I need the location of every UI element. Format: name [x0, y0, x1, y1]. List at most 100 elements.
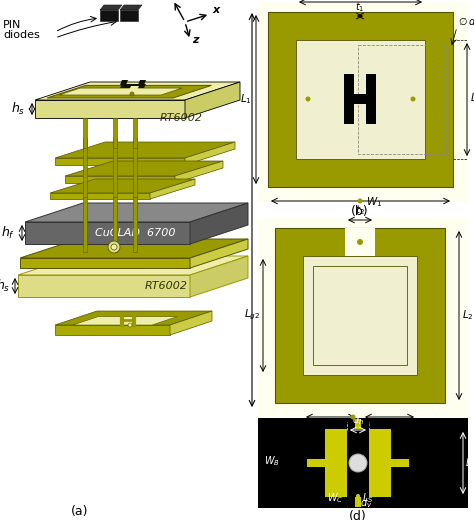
Bar — [83, 118, 87, 148]
Polygon shape — [55, 325, 170, 335]
Polygon shape — [50, 179, 195, 193]
Bar — [133, 138, 137, 198]
Polygon shape — [55, 142, 235, 158]
Text: $W_{g2}$: $W_{g2}$ — [308, 420, 328, 434]
Text: $W_1$: $W_1$ — [366, 195, 382, 209]
Text: $L_2$: $L_2$ — [462, 308, 474, 322]
Text: (c): (c) — [352, 423, 368, 436]
Bar — [258, 2, 468, 202]
Bar — [303, 256, 417, 375]
Circle shape — [349, 454, 367, 472]
Polygon shape — [59, 88, 182, 95]
Circle shape — [130, 92, 134, 96]
Circle shape — [128, 323, 132, 327]
Polygon shape — [20, 258, 190, 268]
Bar — [113, 118, 117, 148]
Text: x: x — [212, 5, 219, 15]
Bar — [344, 74, 354, 124]
Bar — [366, 74, 376, 124]
Text: $L_{g1}$: $L_{g1}$ — [470, 92, 474, 106]
Polygon shape — [138, 80, 146, 85]
Bar — [83, 197, 87, 252]
Polygon shape — [35, 82, 240, 100]
Polygon shape — [120, 5, 142, 10]
Text: $d_v$: $d_v$ — [360, 496, 372, 510]
Bar — [100, 10, 118, 21]
Text: $p$: $p$ — [235, 203, 244, 217]
Polygon shape — [175, 161, 223, 183]
Bar — [120, 10, 138, 21]
Circle shape — [111, 244, 117, 250]
Bar — [325, 429, 347, 497]
Text: PIN: PIN — [3, 20, 21, 30]
Text: CuCLAD  6700: CuCLAD 6700 — [95, 228, 175, 238]
Bar — [133, 197, 137, 252]
Polygon shape — [35, 100, 185, 118]
Bar — [258, 218, 468, 418]
Circle shape — [306, 97, 310, 101]
Bar — [258, 418, 468, 508]
Polygon shape — [20, 239, 248, 258]
Polygon shape — [185, 142, 235, 165]
Text: (a): (a) — [71, 505, 89, 518]
Text: $\emptyset\, d_B$: $\emptyset\, d_B$ — [458, 15, 474, 29]
Bar — [391, 459, 409, 467]
Bar — [313, 266, 407, 365]
Circle shape — [108, 241, 120, 253]
Polygon shape — [47, 85, 211, 98]
Bar — [275, 228, 445, 403]
Polygon shape — [150, 179, 195, 199]
Bar — [83, 138, 87, 198]
Polygon shape — [190, 203, 248, 244]
Text: diodes: diodes — [3, 30, 40, 40]
Bar — [344, 94, 376, 104]
Text: $L_c$: $L_c$ — [465, 456, 474, 470]
Polygon shape — [65, 176, 175, 183]
Text: RT6002: RT6002 — [160, 113, 203, 123]
Polygon shape — [18, 256, 248, 275]
Bar — [369, 429, 391, 497]
Text: RT6002: RT6002 — [145, 281, 188, 291]
Polygon shape — [65, 161, 223, 176]
Text: (b): (b) — [351, 205, 369, 218]
Text: $h_s$: $h_s$ — [11, 101, 25, 117]
Text: $W_2$: $W_2$ — [365, 420, 380, 434]
Bar — [113, 138, 117, 198]
Circle shape — [350, 414, 356, 420]
Bar — [268, 12, 453, 187]
Text: $h_s$: $h_s$ — [0, 278, 10, 294]
Circle shape — [357, 239, 363, 245]
Text: $d_h$: $d_h$ — [352, 413, 364, 427]
Polygon shape — [190, 256, 248, 297]
Polygon shape — [25, 222, 190, 244]
Bar — [113, 197, 117, 252]
Polygon shape — [50, 193, 150, 199]
Text: z: z — [192, 35, 199, 45]
Polygon shape — [73, 317, 177, 325]
Polygon shape — [170, 311, 212, 335]
Text: $L_{g2}$: $L_{g2}$ — [244, 308, 260, 322]
Polygon shape — [120, 80, 128, 85]
Polygon shape — [190, 239, 248, 268]
Circle shape — [356, 494, 360, 498]
Polygon shape — [185, 82, 240, 118]
Circle shape — [410, 97, 416, 101]
Polygon shape — [100, 5, 122, 10]
Bar — [355, 419, 361, 429]
Polygon shape — [55, 158, 185, 165]
Polygon shape — [55, 311, 212, 325]
Text: $t_1$: $t_1$ — [356, 0, 365, 14]
Bar — [345, 228, 375, 256]
Polygon shape — [18, 275, 190, 297]
Bar — [355, 497, 361, 507]
Text: $L_S$: $L_S$ — [362, 491, 374, 505]
Bar — [296, 40, 425, 159]
Bar — [358, 45, 446, 154]
Circle shape — [357, 199, 363, 203]
Text: $W_C$: $W_C$ — [327, 491, 343, 505]
Circle shape — [357, 32, 363, 36]
Text: $L_1$: $L_1$ — [240, 92, 252, 106]
Text: $W_B$: $W_B$ — [264, 454, 280, 468]
Polygon shape — [129, 86, 139, 90]
Polygon shape — [25, 203, 248, 222]
